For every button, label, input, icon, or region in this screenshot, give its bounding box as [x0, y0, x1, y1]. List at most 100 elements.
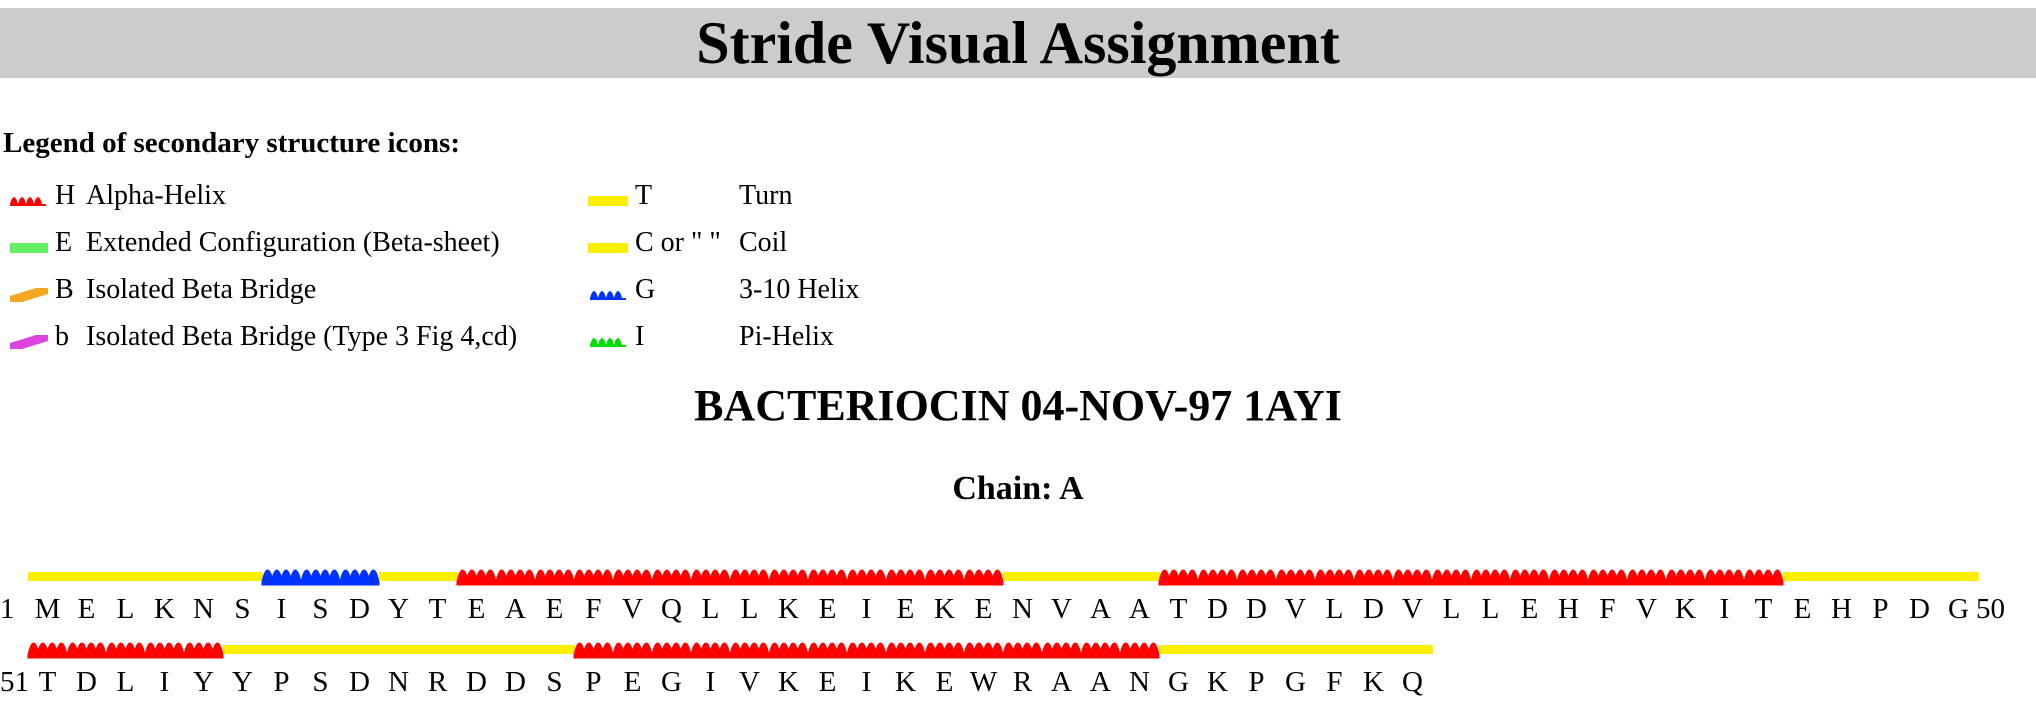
legend-item-310-helix: G 3-10 Helix	[585, 270, 905, 310]
residue: D	[466, 666, 487, 698]
residue: E	[77, 593, 96, 625]
residue: R	[427, 666, 448, 698]
helix-310-segment	[261, 569, 302, 586]
alpha-helix-segment	[66, 642, 107, 659]
coil-segment	[1120, 572, 1160, 581]
alpha-helix-segment	[1626, 569, 1667, 586]
coil-segment	[1042, 572, 1082, 581]
residue: P	[1248, 666, 1265, 698]
coil-icon	[588, 243, 628, 253]
legend-label: 3-10 Helix	[739, 274, 860, 305]
coil-segment	[1939, 572, 1979, 581]
legend-heading: Legend of secondary structure icons:	[3, 127, 460, 159]
residue: D	[1909, 593, 1930, 625]
legend-item-alpha-helix: H Alpha-Helix	[0, 176, 580, 216]
coil-segment	[184, 572, 224, 581]
coil-segment	[379, 572, 419, 581]
page-title: Stride Visual Assignment	[696, 10, 1340, 76]
residue: D	[1363, 593, 1384, 625]
residue: K	[1363, 666, 1384, 698]
turn-icon	[588, 196, 628, 206]
coil-segment	[1198, 645, 1238, 654]
helix-310-icon	[590, 291, 626, 300]
alpha-helix-segment	[144, 642, 185, 659]
alpha-helix-segment	[612, 642, 653, 659]
residue: L	[1442, 593, 1461, 625]
alpha-helix-segment	[573, 569, 614, 586]
alpha-helix-segment	[1080, 642, 1121, 659]
residue: E	[467, 593, 486, 625]
residue: S	[312, 593, 329, 625]
residue: F	[585, 593, 602, 625]
legend-item-beta-bridge: B Isolated Beta Bridge	[0, 270, 580, 310]
coil-segment	[223, 572, 263, 581]
legend-label: Extended Configuration (Beta-sheet)	[86, 227, 500, 258]
residue: W	[969, 666, 998, 698]
coil-segment	[340, 645, 380, 654]
residue: E	[623, 666, 642, 698]
alpha-helix-segment	[924, 642, 965, 659]
coil-segment	[457, 645, 497, 654]
protein-title: BACTERIOCIN 04-NOV-97 1AYI	[694, 381, 1342, 430]
chain-title: Chain: A	[952, 470, 1084, 507]
alpha-helix-segment	[963, 642, 1004, 659]
coil-segment	[106, 572, 146, 581]
residue: A	[505, 593, 526, 625]
alpha-helix-segment	[1509, 569, 1550, 586]
residue: T	[1169, 593, 1188, 625]
coil-segment	[28, 572, 68, 581]
legend-item-pi-helix: I Pi-Helix	[585, 317, 905, 357]
alpha-helix-segment	[768, 642, 809, 659]
residue: G	[661, 666, 682, 698]
residue: I	[861, 666, 872, 698]
residue: P	[1872, 593, 1889, 625]
coil-segment	[1315, 645, 1355, 654]
legend-code: B	[55, 274, 74, 305]
legend-code: T	[635, 180, 653, 211]
residue: Y	[388, 593, 409, 625]
residue: D	[1207, 593, 1228, 625]
sequence-start-number: 51	[0, 666, 29, 698]
alpha-helix-segment	[1041, 642, 1082, 659]
alpha-helix-segment	[1275, 569, 1316, 586]
residue: P	[273, 666, 290, 698]
coil-segment	[1393, 645, 1433, 654]
alpha-helix-segment	[1002, 642, 1043, 659]
alpha-helix-segment	[1314, 569, 1355, 586]
alpha-helix-segment	[573, 642, 614, 659]
residue: T	[1754, 593, 1773, 625]
residue: Y	[232, 666, 253, 698]
residue: Y	[193, 666, 214, 698]
residue: K	[778, 593, 799, 625]
alpha-helix-segment	[885, 642, 926, 659]
residue: Q	[1402, 666, 1423, 698]
residue: L	[116, 666, 135, 698]
legend-code: C or " "	[635, 227, 721, 258]
alpha-helix-segment	[1392, 569, 1433, 586]
residue: L	[740, 593, 759, 625]
alpha-helix-segment	[495, 569, 536, 586]
coil-segment	[1237, 645, 1277, 654]
residue: E	[1793, 593, 1812, 625]
residue: N	[193, 593, 214, 625]
residue: E	[896, 593, 915, 625]
residue: K	[934, 593, 955, 625]
residue: I	[705, 666, 716, 698]
residue: V	[1051, 593, 1072, 625]
coil-segment	[418, 645, 458, 654]
alpha-helix-icon	[10, 197, 46, 206]
coil-segment	[301, 645, 341, 654]
residue: T	[38, 666, 57, 698]
alpha-helix-segment	[105, 642, 146, 659]
residue: K	[154, 593, 175, 625]
coil-segment	[379, 645, 419, 654]
structure-track-row-2	[27, 642, 1433, 659]
residue: E	[935, 666, 954, 698]
alpha-helix-segment	[924, 569, 965, 586]
legend-code: H	[55, 180, 76, 211]
residue: K	[1207, 666, 1228, 698]
alpha-helix-segment	[1743, 569, 1784, 586]
coil-segment	[145, 572, 185, 581]
coil-segment	[223, 645, 263, 654]
residue: A	[1051, 666, 1072, 698]
